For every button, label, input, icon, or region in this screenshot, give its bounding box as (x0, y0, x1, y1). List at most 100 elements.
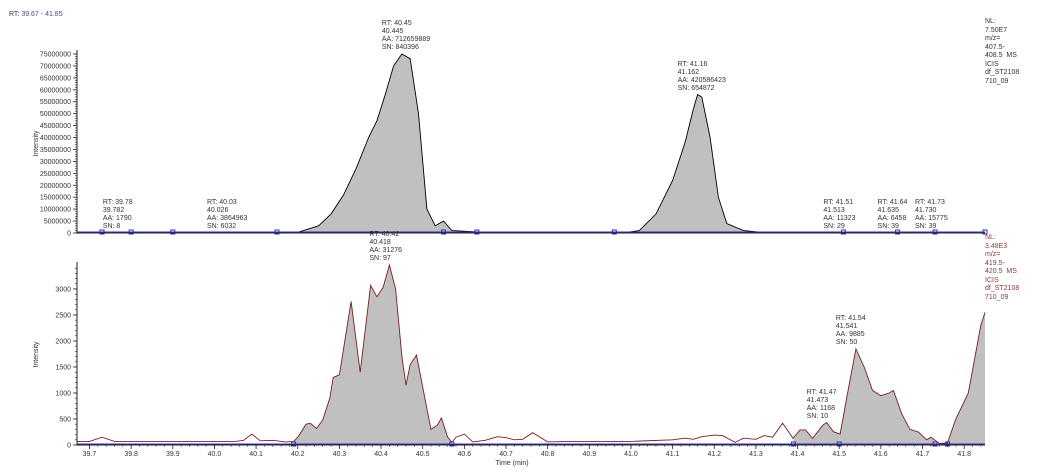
peak-area-fill (289, 54, 473, 233)
y-tick-label: 5000000 (44, 219, 71, 226)
y-axis-label: Intensity (33, 130, 40, 157)
y-tick-label: 0 (67, 443, 71, 450)
peak-label-line: SN: 39 (915, 222, 937, 230)
peak-label-line: SN: 654872 (677, 84, 715, 92)
peak-label-line: AA: 1168 (806, 404, 835, 412)
y-tick-label: 15000000 (40, 195, 71, 202)
y-tick-label: 35000000 (40, 147, 71, 154)
y-tick-label: 70000000 (40, 63, 71, 70)
peak-label-line: 40.026 (206, 207, 229, 214)
baseline-marker (611, 229, 617, 235)
rt-range-header: RT: 39.67 - 41.85 (9, 11, 63, 18)
x-tick-label: 40.1 (249, 451, 263, 458)
y-tick-label: 2500 (55, 312, 71, 319)
x-tick-label: 41.7 (916, 451, 930, 458)
peak-area-fill (293, 265, 452, 445)
peak-label-line: SN: 840396 (381, 44, 419, 51)
peak-label-line: SN: 97 (369, 255, 391, 263)
y-tick-label: 0 (67, 231, 71, 238)
peak-label-line: SN: 8 (102, 223, 121, 230)
peak-label-line: AA: 420586423 (677, 76, 726, 84)
baseline-marker (449, 441, 455, 447)
y-tick-label: 55000000 (40, 99, 71, 106)
x-tick-label: 41.0 (624, 451, 638, 458)
trace-info: NL: 7.50E7 m/z= 407.5- 408.5 MS ICIS df_… (985, 18, 1020, 85)
peak-label-line: 41.541 (835, 322, 858, 330)
x-tick-label: 40.0 (208, 451, 222, 458)
x-tick-label: 40.4 (374, 451, 388, 458)
baseline-marker (291, 441, 297, 447)
peak-label-line: AA: 31276 (369, 247, 403, 255)
x-tick-label: 40.9 (582, 451, 596, 458)
peak-label-line: RT: 41.64 (877, 198, 908, 206)
peak-label: RT: 41.54 41.541 AA: 9885 SN: 50 (836, 315, 866, 347)
x-tick-label: 41.3 (749, 451, 763, 458)
x-axis-label: Time (min) (495, 460, 528, 467)
y-tick-label: 25000000 (40, 171, 71, 178)
peak-label: RT: 41.16 41.162 AA: 420586423 SN: 654872 (678, 61, 726, 93)
peak-label-line: 40.418 (369, 239, 391, 247)
y-tick-label: 1500 (55, 364, 71, 371)
baseline-marker (474, 229, 480, 235)
baseline-marker (99, 229, 105, 235)
peak-label-line: AA: 3864963 (206, 215, 248, 222)
x-tick-label: 41.2 (707, 451, 721, 458)
x-tick-label: 40.8 (541, 451, 555, 458)
peak-label: RT: 41.47 41.473 AA: 1168 SN: 10 (807, 389, 837, 421)
y-tick-label: 50000000 (40, 111, 71, 118)
x-tick-label: 41.5 (832, 451, 846, 458)
y-tick-label: 1000 (55, 390, 71, 397)
baseline-marker (790, 441, 796, 447)
trace-line (77, 53, 986, 234)
x-tick-label: 41.8 (957, 451, 971, 458)
peak-label-line: SN: 50 (835, 338, 858, 346)
y-tick-label: 10000000 (40, 207, 71, 214)
x-tick-label: 40.5 (416, 451, 430, 458)
peak-label: RT: 41.51 41.513 AA: 11323 SN: 29 (823, 199, 855, 231)
baseline-marker (932, 441, 938, 447)
peak-label-line: RT: 41.54 (835, 314, 866, 322)
peak-label-line: SN: 39 (877, 222, 899, 230)
peak-label-line: RT: 40.42 (369, 231, 400, 239)
peak-label: RT: 41.73 41.730 AA: 15775 SN: 39 (915, 199, 948, 231)
rt-prefix: RT: (9, 11, 20, 18)
y-tick-label: 65000000 (40, 75, 71, 82)
peak-label-line: SN: 10 (806, 412, 829, 420)
peak-label-line: 40.445 (381, 28, 404, 35)
peak-label: RT: 40.42 40.418 AA: 31276 SN: 97 (369, 231, 402, 263)
baseline-marker (274, 229, 280, 235)
peak-label: RT: 40.03 40.026 AA: 3864963 SN: 6032 (207, 199, 247, 231)
y-tick-label: 60000000 (40, 87, 71, 94)
rt-range: 39.67 - 41.85 (21, 11, 63, 18)
peak-label: RT: 40.45 40.445 AA: 712659889 SN: 840396 (382, 20, 430, 52)
x-tick-label: 39.9 (166, 451, 180, 458)
y-tick-label: 45000000 (40, 123, 71, 130)
peak-label-line: 41.730 (915, 206, 937, 214)
peak-label-line: AA: 6458 (877, 214, 907, 222)
peak-label-line: RT: 41.73 (915, 198, 945, 206)
x-tick-label: 40.6 (458, 451, 472, 458)
y-tick-label: 3000 (55, 286, 71, 293)
baseline-marker (932, 229, 938, 235)
x-tick-label: 41.4 (791, 451, 805, 458)
baseline-marker (441, 229, 447, 235)
peak-label-line: 41.473 (806, 396, 829, 404)
peak-area-fill (622, 94, 777, 233)
peak-label-line: SN: 6032 (206, 223, 237, 230)
x-tick-label: 40.3 (333, 451, 347, 458)
y-tick-label: 20000000 (40, 183, 71, 190)
peak-area-fill (839, 348, 936, 445)
peak-label-line: SN: 29 (823, 222, 845, 230)
peak-label-line: RT: 40.03 (206, 199, 237, 206)
trace-line (77, 263, 986, 444)
y-tick-label: 500 (59, 416, 71, 423)
x-tick-label: 39.7 (83, 451, 97, 458)
peak-label-line: RT: 41.16 (677, 60, 708, 68)
peak-label-line: 41.635 (877, 206, 899, 214)
peak-label-line: AA: 9885 (835, 330, 865, 338)
y-tick-label: 30000000 (40, 159, 71, 166)
peak-label-line: 39.782 (102, 207, 125, 214)
peak-label-line: 41.162 (677, 68, 700, 76)
trace-info: NL: 3.48E3 m/z= 419.5- 420.5 MS ICIS df_… (985, 234, 1020, 301)
